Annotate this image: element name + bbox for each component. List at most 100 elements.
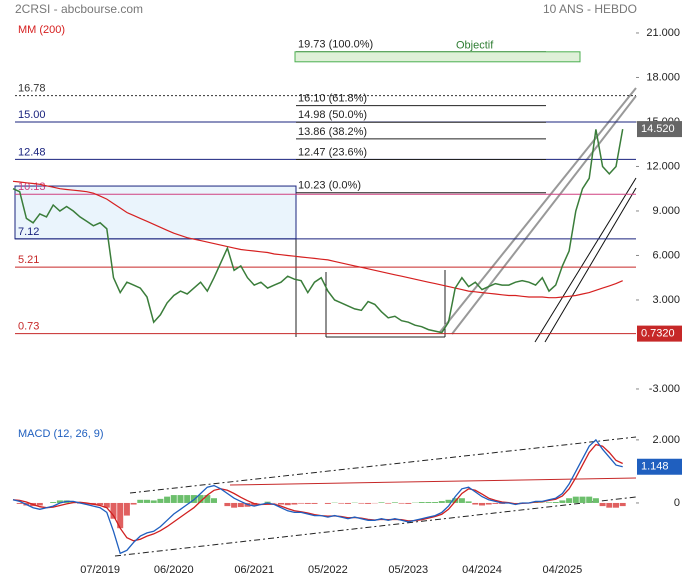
histogram-bar <box>606 502 613 508</box>
histogram-bar <box>445 499 452 503</box>
histogram-bar <box>103 502 110 508</box>
histogram-bar <box>291 502 298 505</box>
histogram-bar <box>110 502 117 519</box>
histogram-bar <box>157 498 164 503</box>
histogram-bar <box>619 502 626 507</box>
histogram-bar <box>278 502 284 505</box>
histogram-bar <box>123 502 130 516</box>
histogram-bar <box>345 502 351 504</box>
histogram-bar <box>586 496 593 503</box>
histogram-bar <box>398 502 405 504</box>
y-tick-label: 12.000 <box>646 160 680 172</box>
histogram-bar <box>432 502 439 503</box>
last-macd <box>637 458 682 475</box>
histogram-bar <box>438 501 445 503</box>
histogram-bar <box>224 502 231 507</box>
histogram-bar <box>378 502 385 503</box>
histogram-bar <box>237 502 244 508</box>
histogram-bar <box>572 496 579 503</box>
trend-channel <box>534 177 637 343</box>
ma-label: MM (200) <box>18 24 65 36</box>
histogram-bar <box>304 502 311 504</box>
histogram-bar <box>311 502 318 504</box>
histogram-bar <box>485 502 492 505</box>
histogram-bar <box>552 502 559 503</box>
histogram-bar <box>211 498 217 503</box>
x-tick-label: 07/2019 <box>80 564 120 576</box>
histogram-bar <box>418 502 425 503</box>
trend-channel <box>439 87 637 333</box>
trend-channel <box>544 187 637 343</box>
level-label: 16.78 <box>18 82 46 94</box>
level-label: 12.48 <box>18 146 46 158</box>
macd-title: MACD (12, 26, 9) <box>18 428 104 440</box>
level-label: 5.21 <box>18 254 39 266</box>
trend-channel <box>451 95 637 335</box>
histogram-bar <box>592 498 599 503</box>
y-tick-label: 0 <box>674 497 680 509</box>
histogram-bar <box>197 495 204 503</box>
fibo-label: 12.47 (23.6%) <box>298 146 367 158</box>
histogram-bar <box>566 498 573 503</box>
level-label: 15.00 <box>18 109 46 121</box>
histogram-bar <box>458 498 465 503</box>
y-tick-label: 6.000 <box>652 249 680 261</box>
y-tick-label: 3.000 <box>652 294 680 306</box>
histogram-bar <box>284 502 291 506</box>
histogram-bar <box>144 499 150 503</box>
histogram-bar <box>559 500 566 503</box>
histogram-bar <box>479 502 485 506</box>
y-tick-label: 21.000 <box>646 27 680 39</box>
histogram-bar <box>117 502 124 529</box>
histogram-bar <box>56 500 63 503</box>
histogram-bar <box>391 502 398 503</box>
x-tick-label: 06/2021 <box>234 564 274 576</box>
x-tick-label: 05/2022 <box>308 564 348 576</box>
histogram-bar <box>385 502 392 504</box>
histogram-bar <box>184 495 191 503</box>
histogram-bar <box>231 502 238 508</box>
macd-support <box>229 477 637 486</box>
objective-label: Objectif <box>456 40 494 52</box>
histogram-bar <box>465 501 472 503</box>
price-line <box>12 128 624 334</box>
histogram-bar <box>358 502 365 504</box>
histogram-bar <box>338 502 345 504</box>
macd-channel <box>114 496 637 557</box>
signal-line <box>12 443 623 542</box>
histogram-bar <box>298 502 305 504</box>
histogram-bar <box>170 495 177 503</box>
histogram-bar <box>50 502 57 503</box>
histogram-bar <box>365 502 372 504</box>
histogram-bar <box>425 502 432 503</box>
histogram-bar <box>579 496 586 503</box>
macd-line <box>12 438 623 555</box>
histogram-bar <box>177 495 184 503</box>
moving-average <box>12 180 623 299</box>
fibo-label: 13.86 (38.2%) <box>298 126 367 138</box>
last-price <box>637 121 682 138</box>
fibo-label: 16.10 (61.8%) <box>298 93 367 105</box>
last-macd-label: 1.148 <box>641 461 669 473</box>
histogram-bar <box>150 500 157 503</box>
histogram-bar <box>613 502 619 508</box>
fibo-label: 10.23 (0.0%) <box>298 180 361 192</box>
zone <box>14 185 297 240</box>
y-tick-label: 18.000 <box>646 71 680 83</box>
histogram-bar <box>16 502 23 504</box>
x-tick-label: 04/2025 <box>543 564 583 576</box>
y-tick-label: -3.000 <box>649 383 680 395</box>
macd-channel <box>129 436 637 494</box>
histogram-bar <box>472 502 479 505</box>
y-tick-label: 2.000 <box>652 434 680 446</box>
level-label: 7.12 <box>18 226 39 238</box>
level-label: 0.73 <box>18 321 39 333</box>
fibo-label: 14.98 (50.0%) <box>298 109 367 121</box>
x-tick-label: 05/2023 <box>388 564 428 576</box>
annotations <box>114 87 637 557</box>
low-price-label: 0.7320 <box>641 328 675 340</box>
histogram-bar <box>324 502 331 504</box>
histogram-bar <box>164 496 171 503</box>
fibo-label: 19.73 (100.0%) <box>298 39 373 51</box>
